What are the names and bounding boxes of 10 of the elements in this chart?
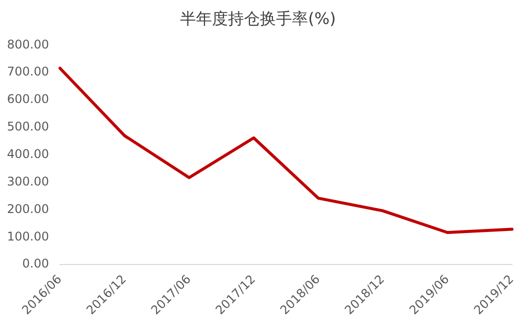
y-tick-label: 0.00 (22, 256, 49, 271)
chart-title: 半年度持仓换手率(%) (180, 8, 336, 28)
y-tick-label: 600.00 (6, 92, 49, 106)
y-tick-label: 800.00 (6, 37, 49, 52)
y-tick-label: 500.00 (6, 120, 49, 134)
y-tick-label: 700.00 (6, 64, 49, 79)
y-tick-label: 400.00 (6, 147, 49, 162)
y-tick-label: 300.00 (6, 174, 49, 188)
y-tick-label: 200.00 (6, 202, 49, 216)
y-tick-label: 100.00 (6, 229, 49, 244)
